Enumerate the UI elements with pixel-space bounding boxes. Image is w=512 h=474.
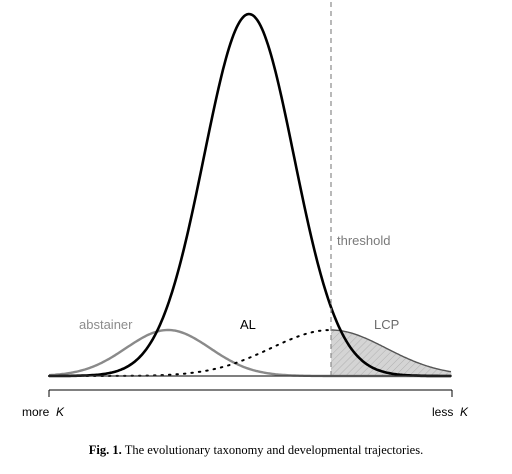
axis-left-word: more xyxy=(22,405,50,419)
axis-left-variable: K xyxy=(56,405,65,419)
axis-right-variable: K xyxy=(460,405,469,419)
caption-text: The evolutionary taxonomy and developmen… xyxy=(124,443,424,457)
threshold-label: threshold xyxy=(337,233,391,248)
lcp-curve xyxy=(331,329,452,373)
lcp-shaded-area xyxy=(331,330,452,376)
lcp-label: LCP xyxy=(374,317,400,332)
axis-right-word: less xyxy=(432,405,454,419)
caption-number: Fig. 1. xyxy=(88,443,122,457)
axis-right-label: less K xyxy=(432,404,468,420)
figure-caption: Fig. 1. The evolutionary taxonomy and de… xyxy=(0,443,512,458)
al-label: AL xyxy=(240,317,256,332)
axis-left-label: more K xyxy=(22,404,64,420)
al-curve xyxy=(49,12,451,378)
abstainer-label: abstainer xyxy=(79,317,133,332)
